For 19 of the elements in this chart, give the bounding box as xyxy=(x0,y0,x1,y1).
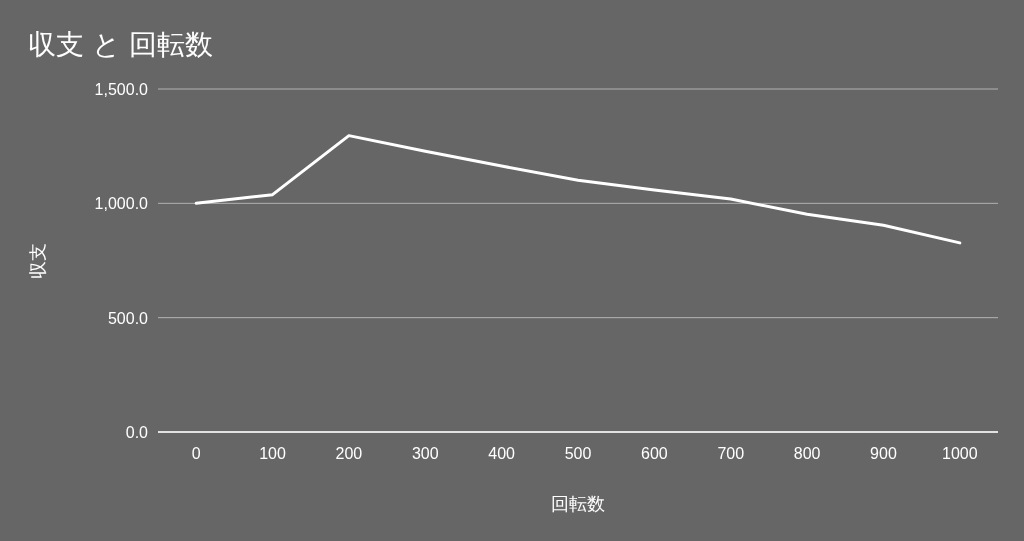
line-series xyxy=(194,134,962,245)
y-axis-title: 収支 xyxy=(28,242,48,279)
x-tick-label: 200 xyxy=(335,445,363,462)
x-axis-title: 回転数 xyxy=(551,494,605,514)
x-tick-label: 0 xyxy=(191,445,201,462)
x-tick-label: 300 xyxy=(411,445,439,462)
x-tick-label: 600 xyxy=(641,445,668,462)
x-tick-label: 500 xyxy=(564,445,592,462)
x-tick-label: 100 xyxy=(259,445,286,462)
y-tick-label: 0.0 xyxy=(125,424,149,441)
chart-title: 収支 と 回転数 xyxy=(28,29,213,60)
x-tick-label: 1000 xyxy=(942,445,978,462)
x-tick-label: 800 xyxy=(793,445,821,462)
x-tick-label: 900 xyxy=(870,445,897,462)
y-tick-label: 1,500.0 xyxy=(94,81,149,98)
y-tick-label: 500.0 xyxy=(107,309,149,327)
x-tick-label: 400 xyxy=(488,445,516,462)
y-tick-label: 1,000.0 xyxy=(94,195,149,213)
x-tick-label: 700 xyxy=(717,445,745,462)
